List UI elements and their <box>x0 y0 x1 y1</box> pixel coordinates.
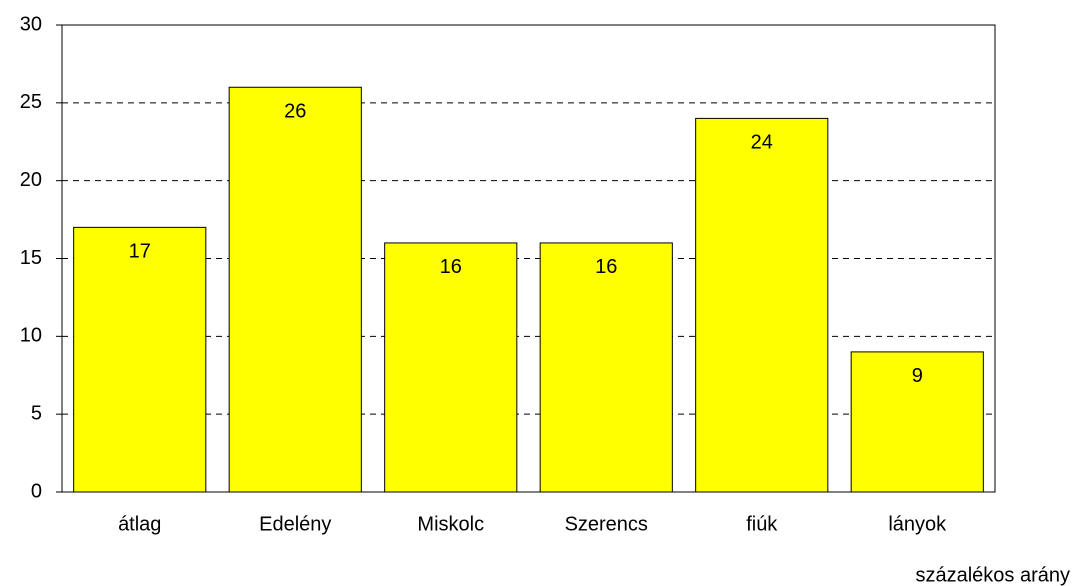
data-label: 16 <box>595 256 617 278</box>
y-tick-label: 5 <box>31 402 42 424</box>
y-tick-label: 25 <box>20 91 42 113</box>
plot-border <box>61 24 996 493</box>
data-label: 17 <box>129 241 151 263</box>
bar <box>539 242 673 493</box>
y-tick-label: 10 <box>20 325 42 347</box>
x-tick-label: Edelény <box>259 513 331 535</box>
x-tick-label: Szerencs <box>565 513 648 535</box>
data-label: 26 <box>284 101 306 123</box>
bar <box>850 351 984 493</box>
y-tick-label: 20 <box>20 169 42 191</box>
y-tick-label: 15 <box>20 247 42 269</box>
x-tick-label: átlag <box>118 513 161 535</box>
bar <box>73 226 207 493</box>
data-label: 9 <box>912 365 923 387</box>
data-label: 24 <box>751 132 773 154</box>
y-tick-label: 30 <box>20 13 42 35</box>
bar <box>228 86 362 493</box>
bar <box>384 242 518 493</box>
bar <box>695 117 829 493</box>
x-tick-label: fiúk <box>746 513 778 535</box>
data-label: 16 <box>440 256 462 278</box>
y-tick-label: 0 <box>31 480 42 502</box>
x-axis-label: százalékos arány <box>915 564 1070 586</box>
x-tick-label: lányok <box>888 513 947 535</box>
x-tick-label: Miskolc <box>417 513 484 535</box>
